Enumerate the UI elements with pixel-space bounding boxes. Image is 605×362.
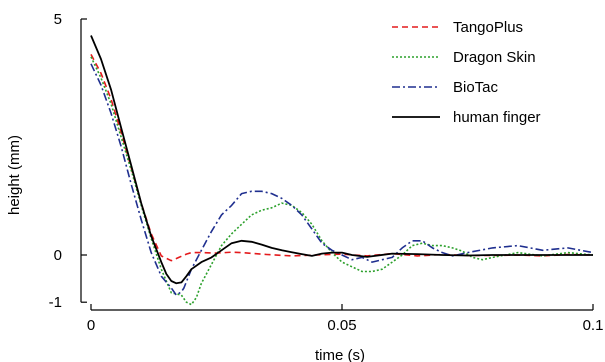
legend-label: human finger	[453, 109, 541, 126]
y-tick-label: 0	[54, 247, 62, 264]
axes: -1 0 5 0 0.05 0.1	[49, 11, 604, 334]
series-line-tangoplus	[90, 54, 594, 262]
legend-label: TangoPlus	[453, 19, 523, 36]
series-lines	[90, 35, 594, 306]
x-tick-label: 0.1	[583, 317, 604, 334]
x-tick-label: 0.05	[327, 317, 356, 334]
series-line-dragon-skin	[90, 56, 594, 306]
legend-label: Dragon Skin	[453, 49, 536, 66]
x-axis-label: time (s)	[315, 347, 365, 362]
y-axis-label: height (mm)	[6, 135, 23, 215]
y-tick-label: -1	[49, 294, 62, 311]
x-tick-label: 0	[87, 317, 95, 334]
y-tick-label: 5	[54, 11, 62, 28]
legend-label: BioTac	[453, 79, 499, 96]
legend: TangoPlus Dragon Skin BioTac human finger	[392, 19, 541, 126]
series-line-biotac	[90, 63, 594, 296]
series-line-human-finger	[90, 35, 593, 285]
